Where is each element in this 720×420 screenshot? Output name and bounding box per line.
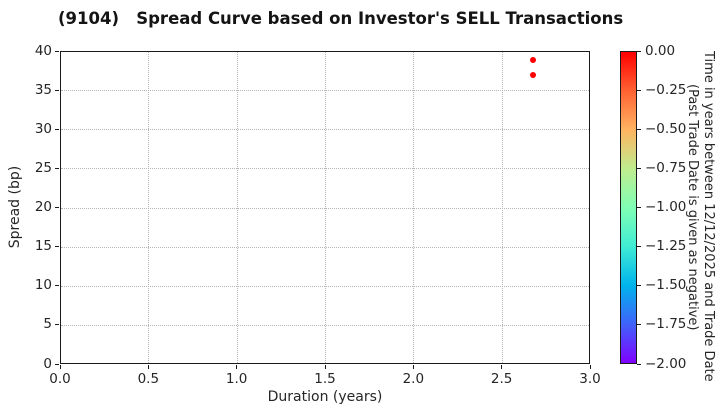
data-point (529, 56, 536, 63)
y-tick-label: 5 (43, 316, 52, 333)
colorbar-tick-mark (637, 246, 641, 248)
chart-title: (9104) Spread Curve based on Investor's … (58, 9, 624, 28)
colorbar-axis-label: Time in years between 12/12/2025 and Tra… (684, 51, 716, 382)
y-tick-mark (55, 246, 59, 248)
colorbar-tick-mark (637, 128, 641, 130)
y-tick-label: 30 (34, 120, 52, 137)
y-tick-mark (55, 324, 59, 326)
colorbar-tick-label: −1.00 (645, 199, 687, 215)
x-tick-label: 3.0 (579, 371, 601, 387)
gridline-vertical (148, 52, 150, 363)
y-tick-label: 0 (43, 355, 52, 372)
colorbar-tick-label: −1.25 (645, 238, 687, 255)
y-tick-label: 10 (34, 277, 52, 294)
gridline-vertical (325, 52, 326, 363)
colorbar-gradient (620, 51, 637, 364)
colorbar-tick-label: −0.25 (645, 81, 687, 98)
x-tick-mark (236, 365, 238, 369)
x-tick-mark (589, 365, 591, 369)
x-tick-label: 2.5 (490, 371, 513, 387)
x-tick-mark (412, 365, 414, 369)
y-tick-label: 35 (34, 81, 52, 98)
colorbar-tick-mark (637, 89, 641, 91)
colorbar-label-line2: (Past Trade Date is given as negative) (685, 84, 700, 331)
x-axis-label: Duration (years) (267, 389, 383, 405)
y-tick-mark (55, 167, 59, 169)
y-tick-mark (55, 285, 59, 287)
colorbar-tick-mark (637, 324, 641, 326)
colorbar-tick-label: −0.75 (645, 159, 687, 176)
x-tick-mark (501, 365, 503, 369)
plot-area (60, 51, 590, 364)
colorbar-tick-mark (637, 50, 641, 52)
colorbar-tick-label: −1.75 (645, 316, 687, 333)
x-tick-mark (147, 365, 149, 369)
colorbar-tick-mark (637, 207, 641, 208)
colorbar-tick-label: −2.00 (645, 355, 687, 372)
data-point (529, 72, 536, 79)
x-tick-label: 0.0 (49, 371, 71, 387)
x-tick-label: 1.5 (314, 371, 336, 387)
colorbar-tick-label: −0.50 (645, 120, 687, 137)
colorbar-tick-mark (637, 167, 641, 169)
colorbar-tick-mark (637, 285, 641, 287)
y-tick-mark (55, 89, 59, 91)
colorbar-tick-label: 0.00 (645, 42, 676, 59)
x-tick-label: 0.5 (137, 371, 160, 387)
gridline-vertical (501, 52, 503, 363)
x-tick-label: 2.0 (402, 371, 425, 387)
y-tick-mark (55, 363, 59, 365)
x-tick-mark (59, 365, 61, 369)
y-tick-label: 25 (34, 159, 52, 176)
y-tick-label: 40 (34, 42, 52, 59)
y-tick-label: 20 (34, 199, 52, 215)
gridline-vertical (413, 52, 415, 363)
y-tick-mark (55, 128, 59, 130)
colorbar-label-line1: Time in years between 12/12/2025 and Tra… (701, 51, 716, 382)
y-tick-mark (55, 207, 59, 208)
y-tick-mark (55, 50, 59, 52)
y-tick-label: 15 (34, 238, 52, 255)
gridline-vertical (236, 52, 238, 363)
x-tick-label: 1.0 (225, 371, 248, 387)
colorbar-tick-label: −1.50 (645, 277, 687, 294)
x-tick-mark (324, 365, 326, 369)
colorbar-tick-mark (637, 363, 641, 365)
